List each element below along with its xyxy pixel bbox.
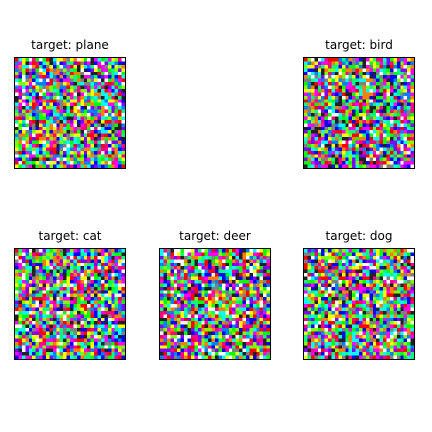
noise-image <box>14 57 126 169</box>
noise-pixels <box>160 249 270 359</box>
panel-title: target: dog <box>325 229 393 243</box>
panel-title: target: plane <box>31 38 109 52</box>
panel-title: target: cat <box>38 229 102 243</box>
noise-pixels <box>15 58 125 168</box>
noise-image <box>303 57 415 169</box>
noise-pixels <box>304 249 414 359</box>
noise-pixels <box>15 249 125 359</box>
panel-title: target: deer <box>179 229 251 243</box>
noise-image <box>14 248 126 360</box>
noise-image <box>303 248 415 360</box>
noise-image <box>159 248 271 360</box>
noise-pixels <box>304 58 414 168</box>
panel-title: target: bird <box>325 38 393 52</box>
